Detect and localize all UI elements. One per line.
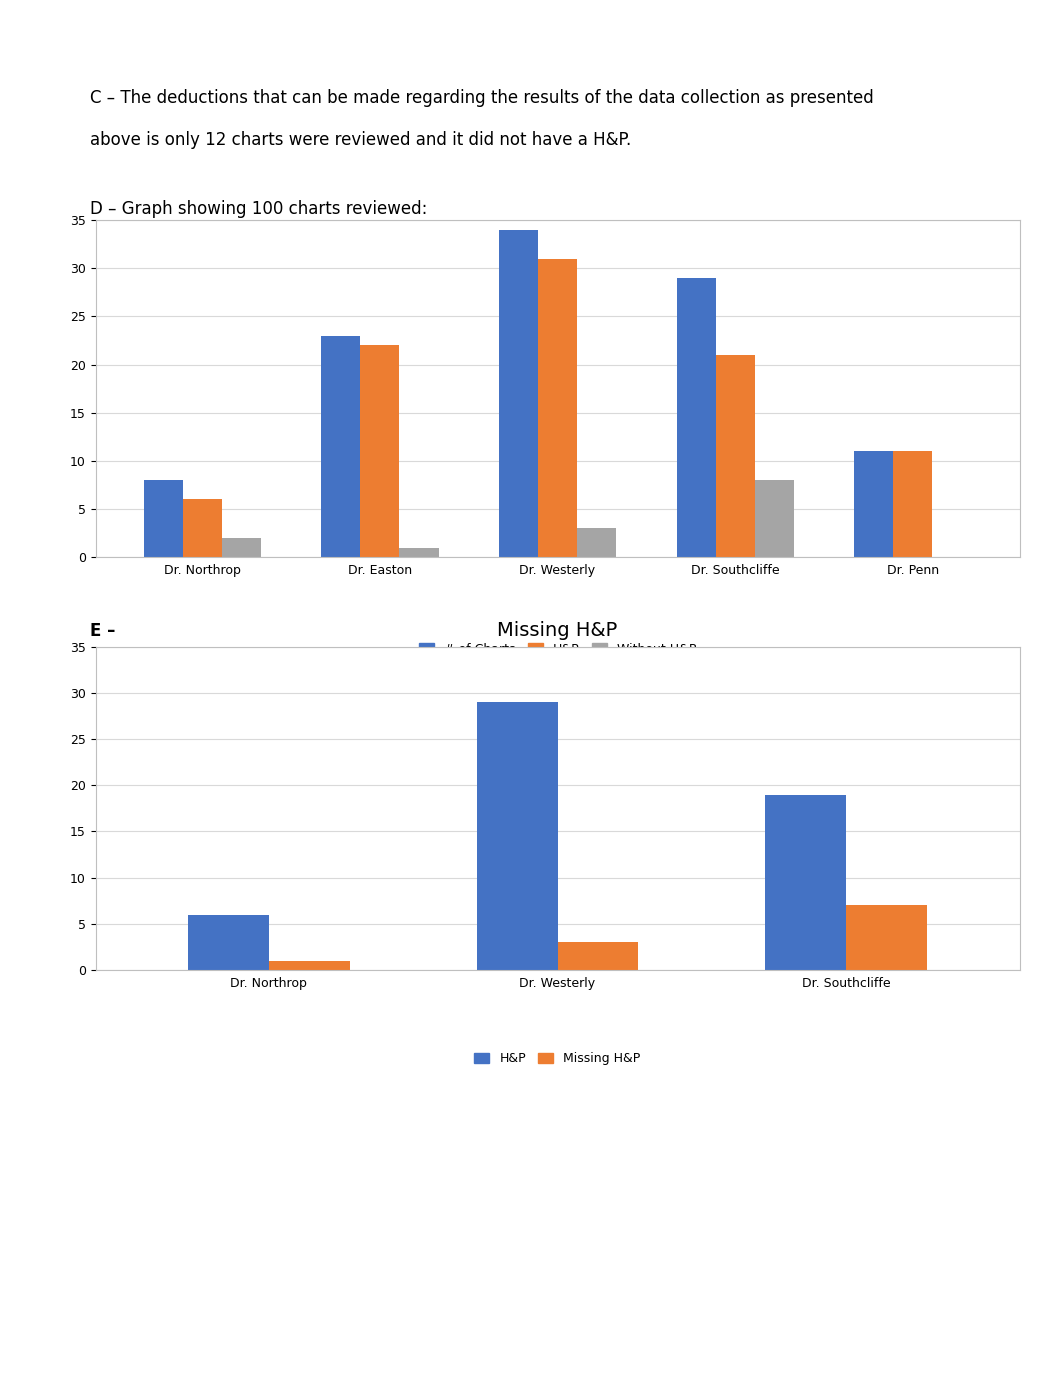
Text: C – The deductions that can be made regarding the results of the data collection: C – The deductions that can be made rega… xyxy=(90,89,874,107)
Bar xyxy=(183,499,222,557)
Bar xyxy=(846,905,927,970)
Bar xyxy=(558,943,638,970)
Legend: H&P, Missing H&P: H&P, Missing H&P xyxy=(469,1047,646,1071)
Bar xyxy=(716,355,755,557)
Bar xyxy=(577,528,616,557)
Bar xyxy=(499,230,538,557)
Text: above is only 12 charts were reviewed and it did not have a H&P.: above is only 12 charts were reviewed an… xyxy=(90,131,632,149)
Text: D – Graph showing 100 charts reviewed:: D – Graph showing 100 charts reviewed: xyxy=(90,200,428,217)
Bar xyxy=(143,480,183,557)
Bar xyxy=(188,915,269,970)
Bar xyxy=(755,480,794,557)
Bar xyxy=(360,345,399,557)
Bar xyxy=(854,451,893,557)
Bar xyxy=(893,451,932,557)
Bar xyxy=(222,538,261,557)
Bar xyxy=(538,259,577,557)
Bar xyxy=(321,336,360,557)
Bar xyxy=(766,794,846,970)
Title: Missing H&P: Missing H&P xyxy=(497,621,618,640)
Bar xyxy=(269,960,349,970)
Bar xyxy=(676,278,716,557)
Bar xyxy=(399,548,439,557)
Bar xyxy=(477,702,558,970)
Legend: # of Charts, H&P, Without H&P: # of Charts, H&P, Without H&P xyxy=(414,637,701,660)
Text: E –: E – xyxy=(90,622,116,640)
